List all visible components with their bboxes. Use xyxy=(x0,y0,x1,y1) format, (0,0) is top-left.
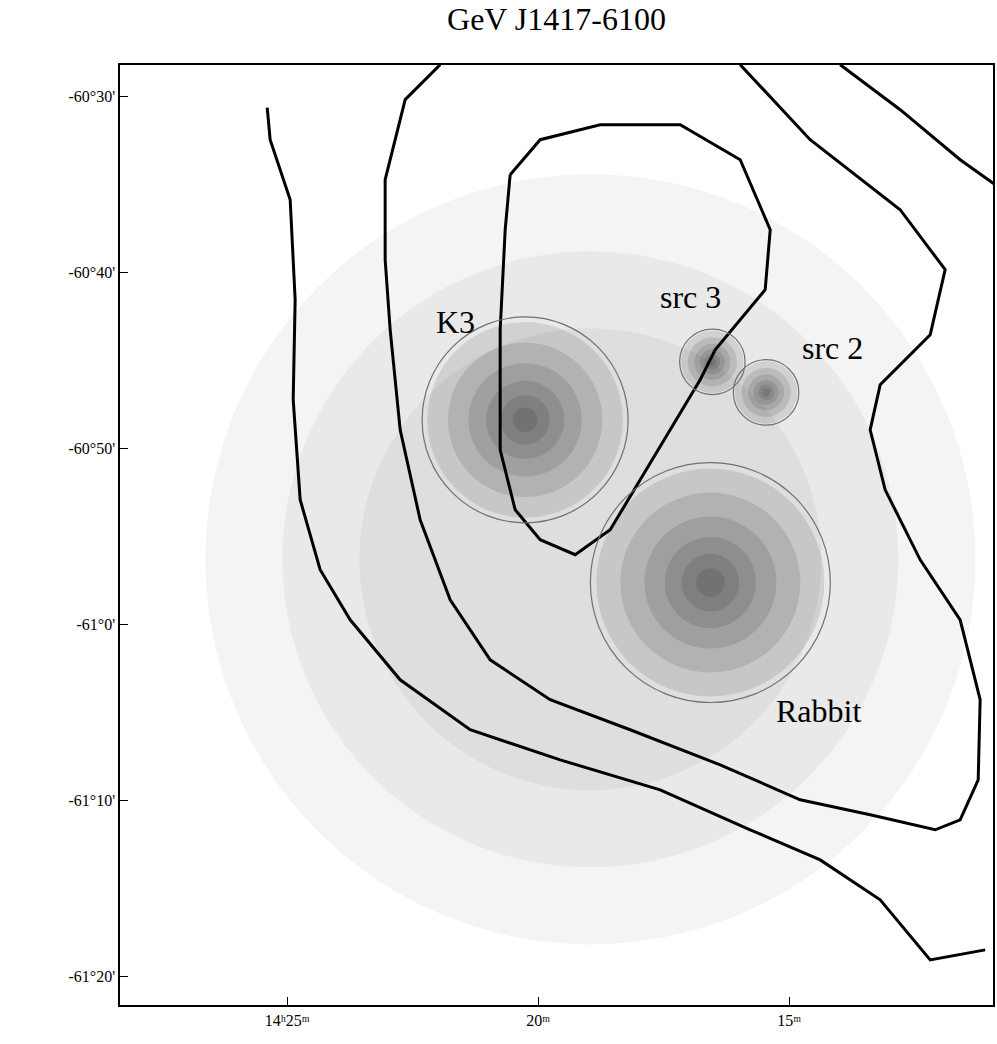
svg-text:src 2: src 2 xyxy=(802,330,863,366)
svg-text:14ʰ25ᵐ: 14ʰ25ᵐ xyxy=(265,1012,310,1029)
svg-text:-60°40': -60°40' xyxy=(68,264,115,281)
svg-text:-61°20': -61°20' xyxy=(68,968,115,985)
svg-text:15ᵐ: 15ᵐ xyxy=(777,1012,801,1029)
svg-text:GeV J1417-6100: GeV J1417-6100 xyxy=(447,1,666,37)
svg-text:-60°50': -60°50' xyxy=(68,440,115,457)
svg-text:K3: K3 xyxy=(436,304,475,340)
svg-text:20ᵐ: 20ᵐ xyxy=(526,1012,550,1029)
svg-text:Rabbit: Rabbit xyxy=(776,693,861,729)
svg-text:-60°30': -60°30' xyxy=(68,88,115,105)
svg-text:-61°10': -61°10' xyxy=(68,792,115,809)
svg-text:-61°0': -61°0' xyxy=(76,616,115,633)
svg-text:src 3: src 3 xyxy=(660,279,721,315)
